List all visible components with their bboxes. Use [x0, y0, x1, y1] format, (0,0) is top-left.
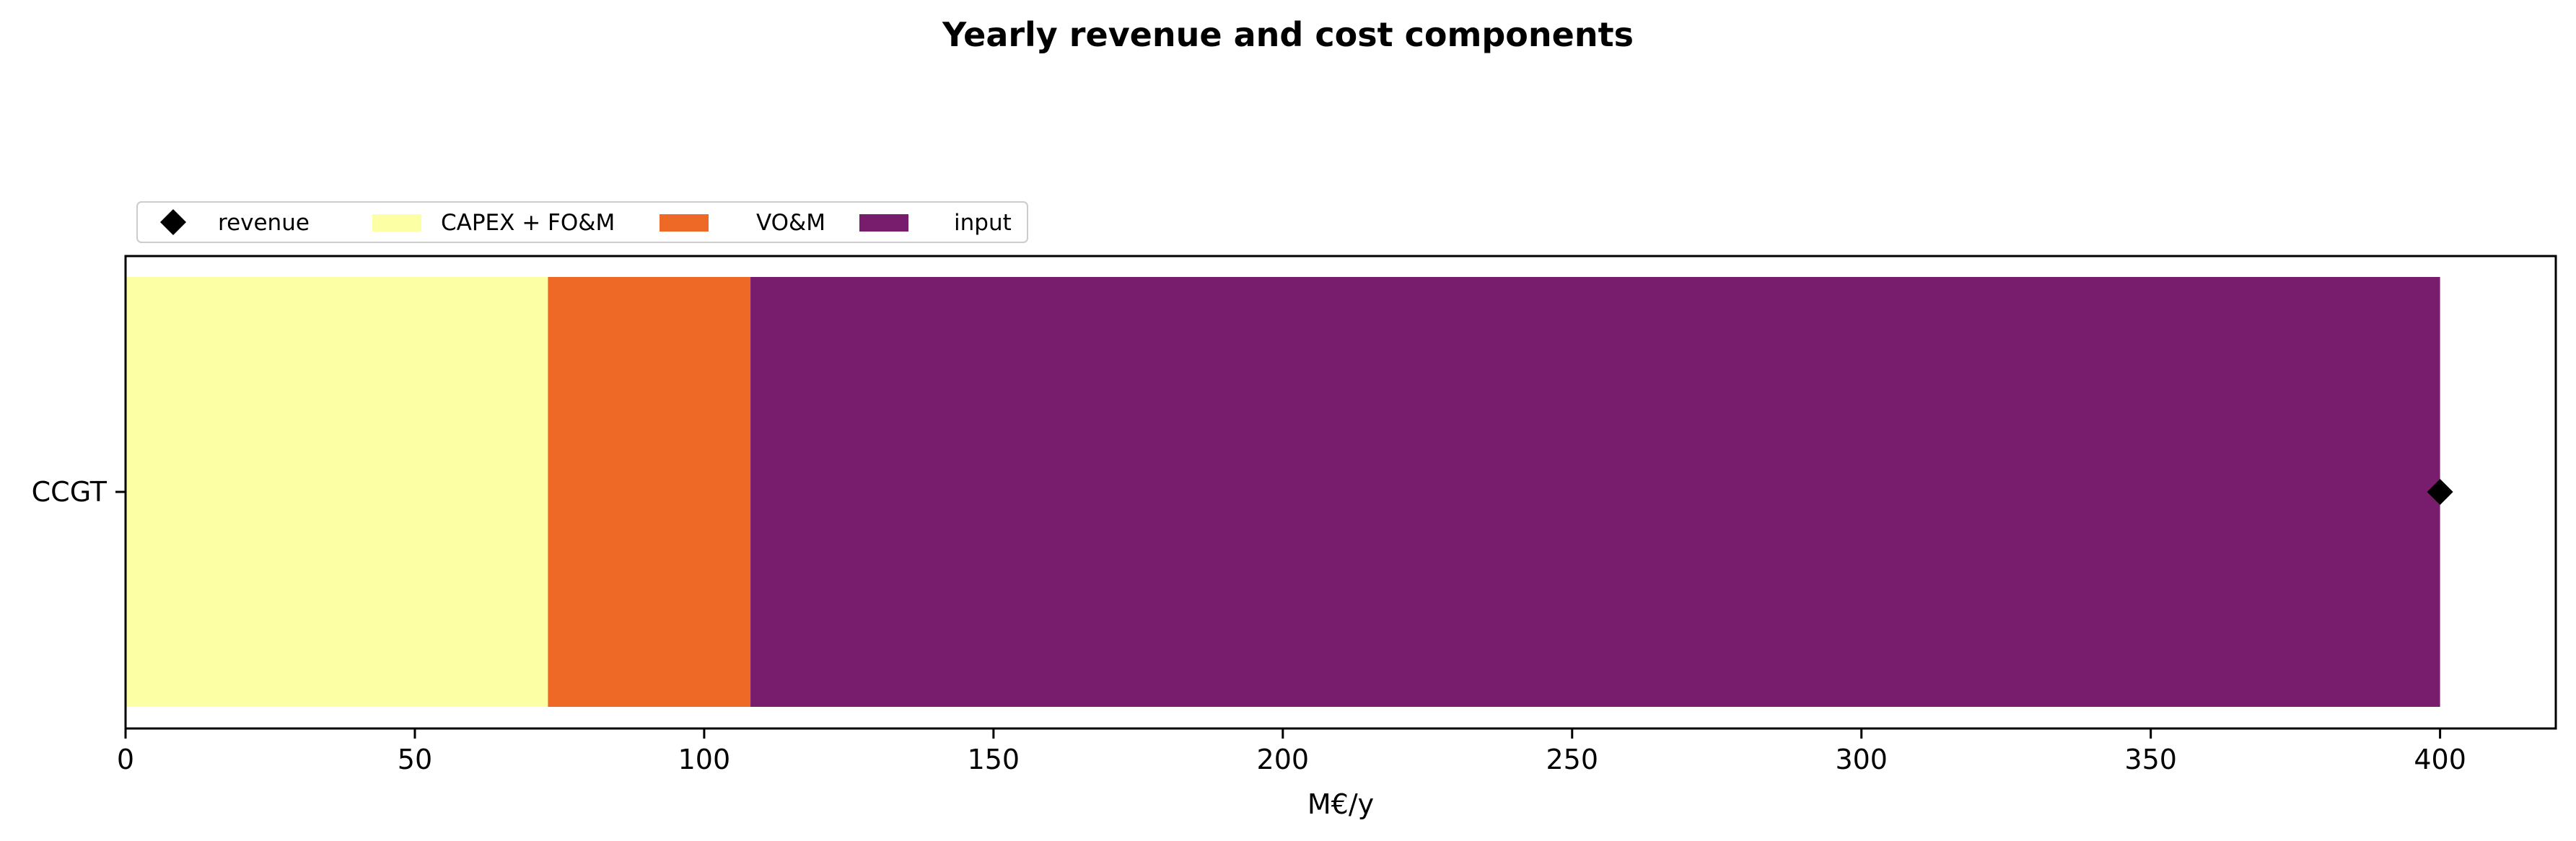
x-tick-label-0: 0 [117, 744, 134, 775]
bar-input-ccgt [750, 277, 2440, 707]
bars-layer [126, 277, 2440, 707]
x-tick-label-50: 50 [398, 744, 432, 775]
x-tick-label-100: 100 [678, 744, 731, 775]
chart-title: Yearly revenue and cost components [942, 15, 1634, 54]
bar-vo-m-ccgt [548, 277, 751, 707]
y-tick-label-ccgt: CCGT [32, 476, 108, 508]
legend-label-input: input [954, 210, 1012, 236]
legend-label-vo-m: VO&M [756, 210, 825, 236]
legend: revenue CAPEX + FO&M VO&M input [136, 201, 1028, 243]
markers-layer [2427, 479, 2453, 505]
legend-swatch-vo-m [660, 214, 709, 232]
y-axis: CCGT [32, 476, 126, 508]
x-tick-label-300: 300 [1835, 744, 1888, 775]
x-axis: 0 50 100 150 200 250 300 350 400 [117, 728, 2466, 775]
x-tick-label-200: 200 [1257, 744, 1310, 775]
legend-label-capex-fo-m: CAPEX + FO&M [441, 210, 615, 236]
legend-frame [136, 201, 1028, 243]
marker-revenue-ccgt [2427, 479, 2453, 505]
legend-swatch-input [859, 214, 908, 232]
x-tick-label-150: 150 [968, 744, 1020, 775]
legend-label-revenue: revenue [218, 210, 310, 236]
x-tick-label-250: 250 [1546, 744, 1598, 775]
x-tick-label-350: 350 [2124, 744, 2177, 775]
legend-swatch-revenue [160, 209, 186, 235]
bar-capex-fo-m-ccgt [126, 277, 548, 707]
legend-swatch-capex-fo-m [372, 214, 421, 232]
x-axis-label: M€/y [1307, 788, 1374, 820]
x-tick-label-400: 400 [2414, 744, 2466, 775]
